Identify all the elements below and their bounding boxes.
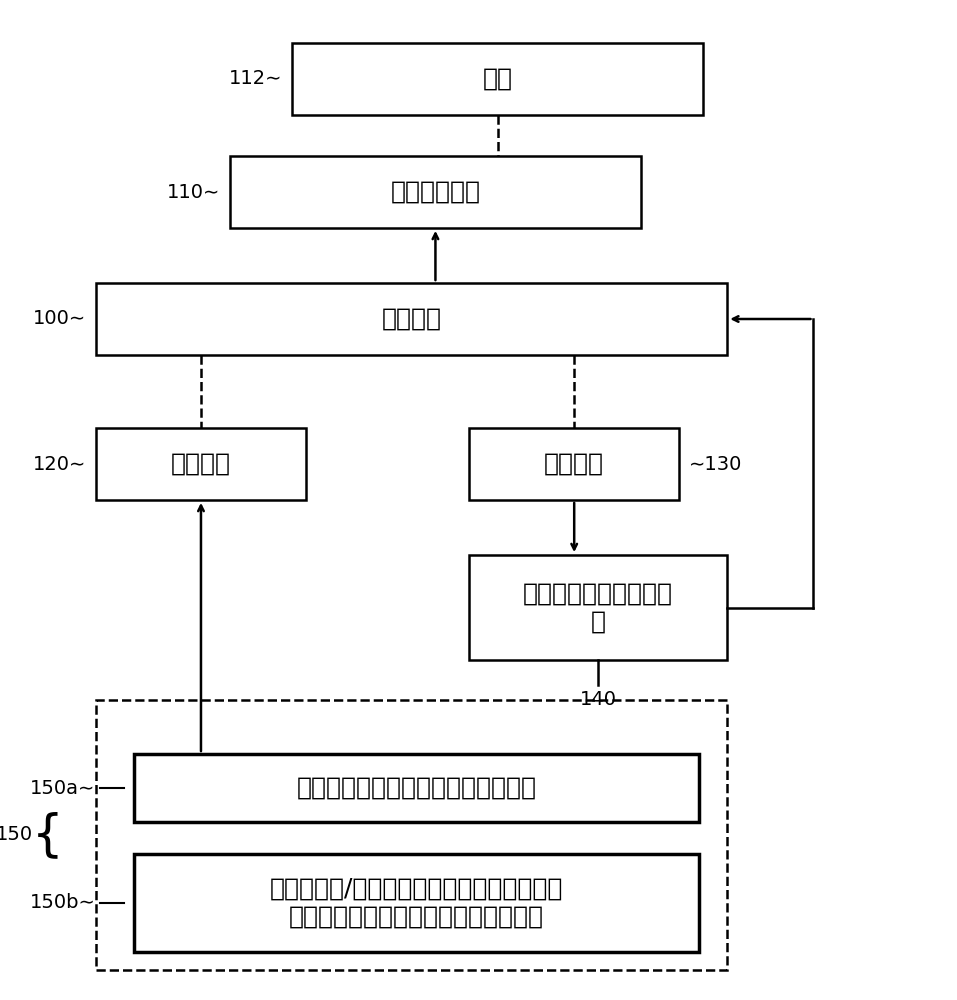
Text: 112∼: 112∼ [229, 70, 282, 89]
Text: 电机: 电机 [482, 67, 513, 91]
Text: ∼130: ∼130 [689, 454, 743, 474]
Bar [96, 428, 306, 500]
Text: 110∼: 110∼ [167, 182, 220, 202]
Text: 100∼: 100∼ [33, 310, 86, 328]
Text: 150: 150 [0, 826, 33, 844]
Text: 140: 140 [580, 690, 616, 709]
Bar [134, 854, 699, 952]
Text: 输入功率、扇矩、外部温度、转速等: 输入功率、扇矩、外部温度、转速等 [297, 776, 536, 800]
Bar [469, 428, 679, 500]
Bar [96, 283, 727, 355]
Text: 电机驱动单元: 电机驱动单元 [390, 180, 480, 204]
Bar [134, 754, 699, 822]
Text: 电机的每个元件的温度
値: 电机的每个元件的温度 値 [523, 582, 673, 633]
Text: 输入单元: 输入单元 [171, 452, 231, 476]
Text: {: { [32, 811, 64, 859]
Text: 控制单元: 控制单元 [382, 307, 441, 331]
Text: 效率、对流/传导、属性値（热传导性、热容
量、比热等）、形状（尺寸、厕度等）: 效率、对流/传导、属性値（热传导性、热容 量、比热等）、形状（尺寸、厕度等） [270, 877, 563, 929]
Bar [292, 43, 703, 115]
Text: 计算单元: 计算单元 [545, 452, 604, 476]
Bar [469, 555, 727, 660]
Bar [230, 156, 641, 228]
Bar [96, 700, 727, 970]
Text: 150b∼: 150b∼ [30, 894, 96, 912]
Text: 120∼: 120∼ [33, 454, 86, 474]
Text: 150a∼: 150a∼ [31, 778, 96, 798]
